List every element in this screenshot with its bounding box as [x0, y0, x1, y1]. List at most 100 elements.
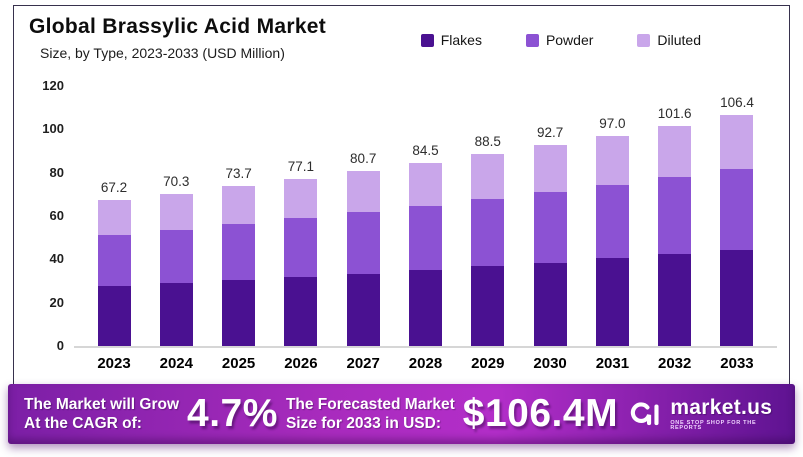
legend-label: Flakes	[440, 32, 482, 48]
bar-segment-powder	[97, 235, 131, 287]
bar-group-2029: 88.5	[462, 134, 514, 346]
bar-group-2025: 73.7	[213, 166, 265, 346]
bar-segment-powder	[533, 191, 567, 263]
legend: Flakes Powder Diluted	[420, 32, 701, 48]
legend-item-flakes: Flakes	[420, 32, 482, 48]
x-tick-label: 2026	[284, 354, 318, 372]
x-tick-label: 2024	[159, 354, 193, 372]
bar-total-label: 92.7	[536, 125, 564, 141]
legend-label: Powder	[545, 32, 594, 48]
stacked-bar-2028	[408, 162, 442, 346]
bar-segment-powder	[284, 218, 318, 278]
legend-swatch-icon	[420, 33, 434, 47]
bar-total-label: 97.0	[599, 115, 626, 131]
bar-segment-diluted	[346, 171, 380, 213]
bar-segment-flakes	[471, 266, 505, 346]
cagr-label-line2: At the CAGR of:	[24, 415, 142, 432]
x-tick-label: 2033	[720, 354, 754, 372]
cagr-banner: The Market will Grow At the CAGR of: 4.7…	[8, 384, 795, 444]
stacked-bar-2026	[284, 178, 318, 346]
x-tick-label: 2027	[346, 354, 380, 372]
legend-swatch-icon	[525, 33, 539, 47]
bar-total-label: 73.7	[225, 166, 252, 182]
bar-segment-flakes	[97, 286, 131, 346]
bar-segment-powder	[595, 184, 629, 259]
x-tick-label: 2030	[533, 354, 567, 372]
bar-segment-flakes	[159, 283, 193, 346]
stacked-bar-2030	[533, 145, 567, 346]
bar-total-label: 80.7	[350, 151, 377, 167]
bar-group-2023: 67.2	[88, 180, 140, 346]
bar-segment-flakes	[284, 277, 318, 346]
stacked-bar-2032	[658, 125, 692, 346]
bar-segment-diluted	[222, 186, 256, 225]
y-tick-label: 40	[49, 251, 64, 267]
legend-swatch-icon	[637, 33, 651, 47]
bar-segment-diluted	[159, 193, 193, 230]
bar-group-2026: 77.1	[275, 159, 327, 346]
bar-segment-flakes	[408, 270, 442, 346]
bar-segment-diluted	[533, 145, 567, 192]
bar-segment-flakes	[720, 249, 754, 346]
legend-item-diluted: Diluted	[637, 32, 701, 48]
bar-segment-powder	[159, 229, 193, 284]
bar-segment-diluted	[97, 200, 131, 236]
stacked-bar-2024	[159, 193, 193, 346]
bar-segment-powder	[408, 205, 442, 271]
x-tick-label: 2032	[657, 354, 692, 372]
plot-area: 67.2 70.3 73.7 77.1 80.7 84.5 88.5 92.7 97.0 101.…	[74, 86, 777, 346]
y-tick-label: 60	[49, 208, 64, 223]
chart-card: Global Brassylic Acid Market Size, by Ty…	[13, 5, 790, 417]
bar-segment-powder	[471, 199, 505, 267]
forecast-label-line2: Size for 2033 in USD:	[285, 415, 441, 432]
marketus-logo-text: market.us	[670, 395, 773, 419]
bar-total-label: 77.1	[287, 158, 315, 174]
x-tick-label: 2023	[97, 354, 131, 372]
legend-label: Diluted	[657, 32, 701, 48]
x-axis: 2023 2024 2025 2026 2027 2028 2029 2030 2031 2032…	[74, 355, 777, 372]
bar-group-2030: 92.7	[524, 125, 576, 346]
bar-segment-powder	[222, 224, 256, 281]
cagr-value: 4.7%	[187, 392, 278, 435]
bar-group-2031: 97.0	[586, 116, 638, 346]
bar-segment-powder	[658, 176, 692, 255]
bar-segment-diluted	[471, 154, 505, 200]
bar-segment-diluted	[408, 162, 442, 206]
stacked-bar-2029	[471, 154, 505, 346]
cagr-label-line1: The Market will Grow	[24, 395, 180, 413]
bar-total-label: 67.2	[100, 180, 128, 196]
bar-segment-diluted	[658, 125, 692, 177]
x-axis-line	[74, 346, 777, 348]
x-tick-label: 2028	[408, 354, 443, 372]
marketus-logo: market.us ONE STOP SHOP FOR THE REPORTS	[626, 396, 779, 432]
y-tick-label: 80	[49, 164, 64, 180]
bar-segment-diluted	[595, 135, 629, 185]
y-tick-label: 20	[49, 294, 64, 310]
stacked-bar-2031	[595, 135, 629, 346]
stacked-bar-2033	[720, 115, 754, 346]
bar-segment-flakes	[533, 262, 567, 346]
bar-segment-diluted	[284, 178, 318, 219]
legend-item-powder: Powder	[525, 32, 594, 48]
y-tick-label: 0	[56, 338, 64, 353]
bar-segment-flakes	[222, 280, 256, 346]
forecast-label: The Forecasted Market Size for 2033 in U…	[286, 395, 455, 434]
chart-area: 0 20 40 60 80 100 120 67.2 70.3 73.7 77.1 80.7 84.5…	[26, 78, 777, 372]
cagr-label: The Market will Grow At the CAGR of:	[24, 395, 179, 434]
bar-total-label: 88.5	[474, 134, 501, 150]
bar-total-label: 70.3	[163, 173, 190, 189]
x-tick-label: 2029	[471, 354, 505, 372]
bar-total-label: 84.5	[412, 142, 439, 158]
bar-segment-powder	[346, 212, 380, 274]
bar-total-label: 101.6	[657, 105, 692, 121]
bar-group-2027: 80.7	[337, 151, 389, 346]
marketus-logo-tagline: ONE STOP SHOP FOR THE REPORTS	[670, 419, 757, 431]
bar-segment-flakes	[658, 254, 692, 346]
bar-group-2024: 70.3	[150, 174, 202, 346]
chart-subtitle: Size, by Type, 2023-2033 (USD Million)	[40, 45, 285, 61]
chart-title: Global Brassylic Acid Market	[29, 15, 327, 38]
stacked-bar-2023	[97, 200, 131, 346]
stacked-bar-2025	[222, 186, 256, 346]
bar-segment-powder	[720, 168, 754, 250]
forecast-value: $106.4M	[462, 392, 619, 435]
